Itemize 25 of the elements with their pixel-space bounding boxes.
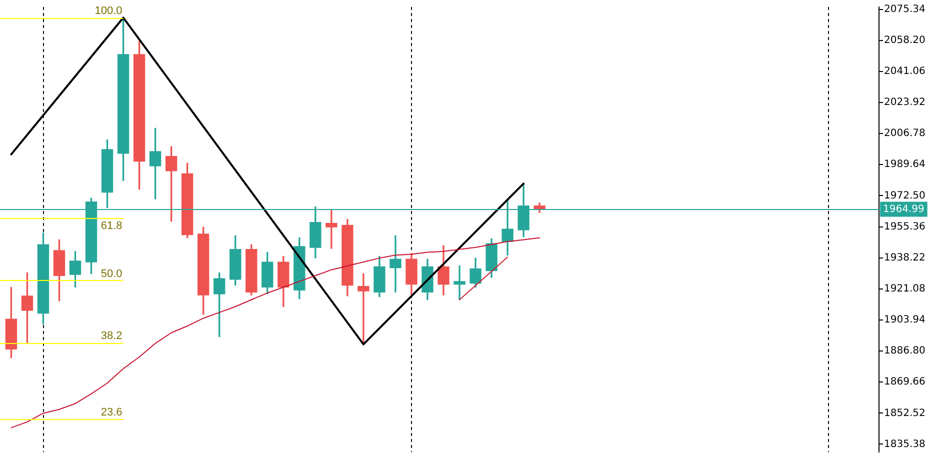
- y-tick-label: 2023.92: [884, 97, 926, 108]
- candlestick: [390, 235, 402, 292]
- candlestick: [326, 209, 338, 249]
- y-tick-label: 1955.36: [884, 221, 926, 232]
- y-tick-label: 2058.20: [884, 34, 926, 46]
- y-tick-label: 1972.50: [884, 190, 926, 202]
- annotation: 61.8: [100, 220, 122, 232]
- ref-line-label: 1964.99: [883, 204, 924, 215]
- y-tick-label: 1852.52: [884, 408, 926, 419]
- y-tick-label: 1921.08: [884, 283, 926, 294]
- y-tick-label: 1869.66: [884, 376, 926, 388]
- annotation: 38.2: [100, 330, 122, 342]
- annotation: 23.6: [100, 406, 122, 419]
- y-tick-label: 1835.38: [884, 438, 926, 450]
- y-tick-label: 1938.22: [884, 252, 926, 264]
- candlestick: [454, 266, 466, 300]
- y-tick-label: 1903.94: [884, 314, 926, 326]
- y-tick-label: 1989.64: [884, 159, 926, 170]
- annotation: 50.0: [100, 268, 122, 280]
- y-tick-label: 2006.78: [884, 128, 926, 140]
- annotation: 100.0: [94, 5, 122, 18]
- y-tick-label: 2041.06: [884, 66, 926, 78]
- y-tick-label: 2075.34: [884, 4, 926, 15]
- y-tick-label: 1886.80: [884, 346, 926, 357]
- candlestick: [358, 273, 370, 345]
